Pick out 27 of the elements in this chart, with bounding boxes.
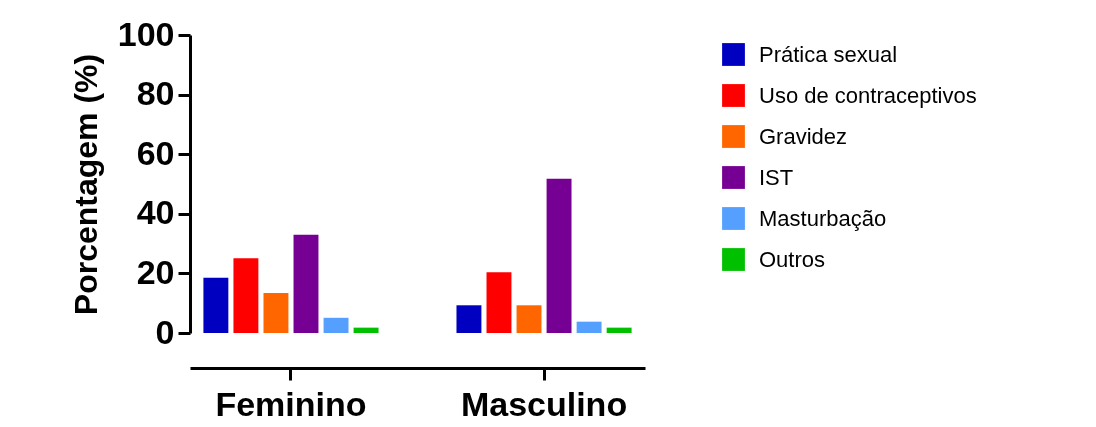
- y-tick-label: 80: [136, 74, 175, 113]
- bar: [546, 178, 572, 333]
- legend-label: Prática sexual: [759, 41, 898, 67]
- y-tick-label: 0: [155, 312, 175, 351]
- bar: [233, 258, 259, 333]
- legend-label: Outros: [759, 246, 826, 272]
- bar: [353, 327, 379, 333]
- legend-label: IST: [759, 164, 794, 190]
- y-tick-label: 20: [136, 252, 175, 291]
- bar: [576, 321, 602, 333]
- legend-label: Gravidez: [759, 123, 848, 149]
- bar: [293, 234, 319, 333]
- y-axis-title: Porcentagem (%): [67, 53, 104, 316]
- x-tick-label: Masculino: [460, 384, 628, 423]
- y-tick-label: 60: [136, 133, 175, 172]
- y-tick-label: 40: [136, 193, 175, 232]
- legend-label: Masturbação: [759, 205, 887, 231]
- bar: [323, 317, 349, 333]
- x-tick-label: Feminino: [215, 384, 367, 423]
- bar: [456, 305, 482, 333]
- bar: [486, 272, 512, 333]
- bar: [606, 327, 632, 333]
- y-tick-label: 100: [117, 14, 175, 53]
- bar: [203, 277, 229, 333]
- bar: [516, 305, 542, 333]
- legend-label: Uso de contraceptivos: [759, 82, 977, 108]
- bar: [263, 293, 289, 333]
